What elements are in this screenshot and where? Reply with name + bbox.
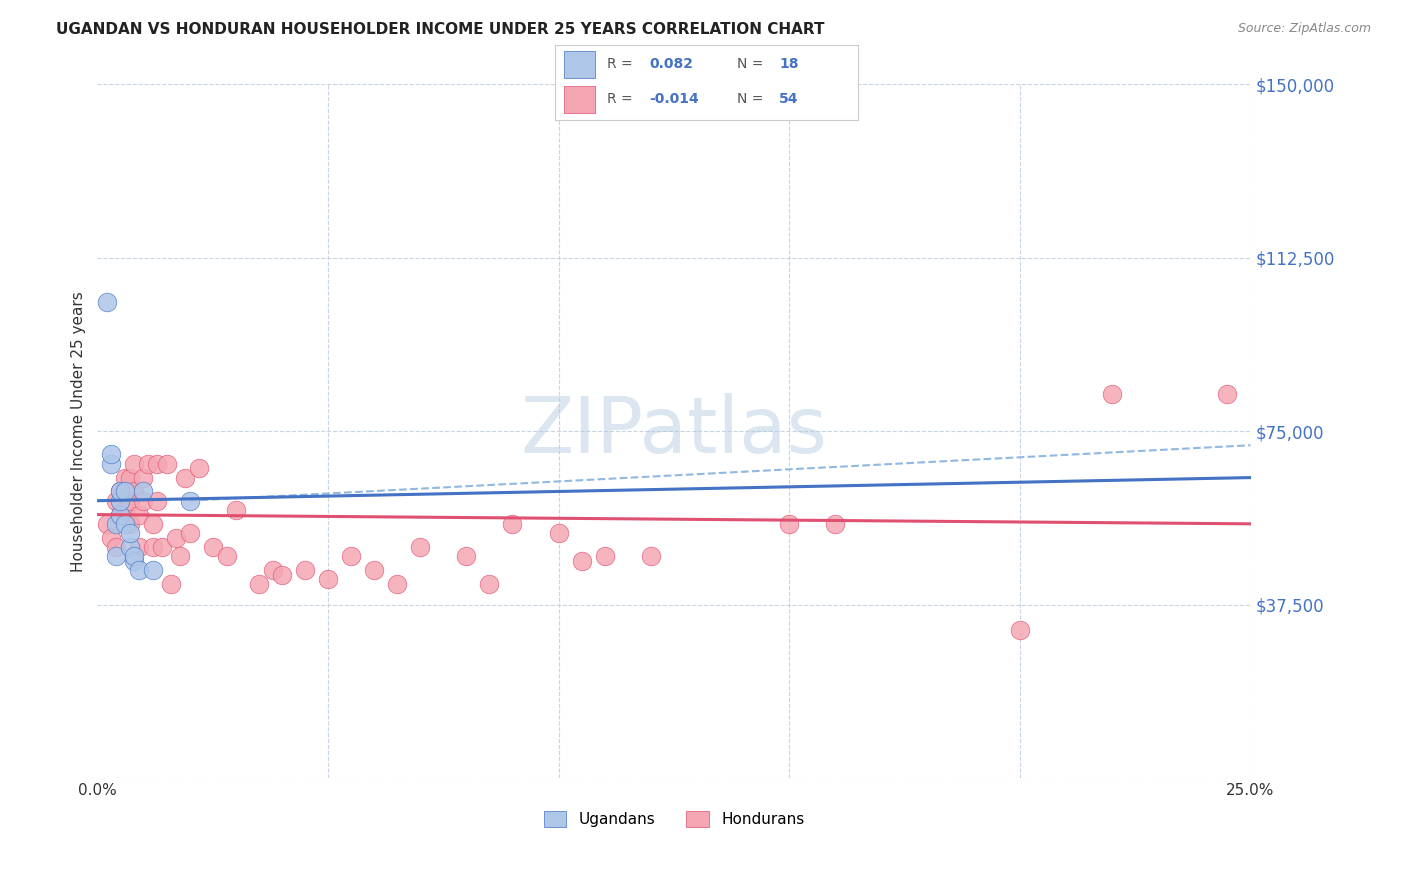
Text: Source: ZipAtlas.com: Source: ZipAtlas.com	[1237, 22, 1371, 36]
Text: 18: 18	[779, 57, 799, 71]
Point	[142, 563, 165, 577]
Point	[100, 531, 122, 545]
Point	[778, 516, 800, 531]
Point	[110, 493, 132, 508]
FancyBboxPatch shape	[564, 86, 595, 112]
Point	[179, 493, 201, 508]
Point	[160, 577, 183, 591]
Point	[122, 457, 145, 471]
Point	[128, 563, 150, 577]
Point	[128, 540, 150, 554]
Point	[142, 516, 165, 531]
Point	[118, 526, 141, 541]
Text: R =: R =	[607, 92, 637, 106]
Point	[104, 549, 127, 564]
Point	[363, 563, 385, 577]
Point	[169, 549, 191, 564]
Point	[114, 484, 136, 499]
Point	[122, 484, 145, 499]
Point	[146, 493, 169, 508]
Point	[96, 294, 118, 309]
Point	[502, 516, 524, 531]
Text: N =: N =	[737, 92, 768, 106]
Point	[132, 470, 155, 484]
Point	[132, 484, 155, 499]
Legend: Ugandans, Hondurans: Ugandans, Hondurans	[537, 805, 810, 833]
Point	[118, 493, 141, 508]
Text: N =: N =	[737, 57, 768, 71]
Point	[96, 516, 118, 531]
Text: 0.082: 0.082	[650, 57, 693, 71]
Point	[122, 554, 145, 568]
Point	[155, 457, 177, 471]
Point	[136, 457, 159, 471]
Point	[593, 549, 616, 564]
Point	[150, 540, 173, 554]
Point	[225, 503, 247, 517]
Point	[179, 526, 201, 541]
Point	[187, 461, 209, 475]
Point	[174, 470, 197, 484]
Point	[294, 563, 316, 577]
Y-axis label: Householder Income Under 25 years: Householder Income Under 25 years	[72, 291, 86, 572]
Point	[165, 531, 187, 545]
Point	[456, 549, 478, 564]
Point	[114, 503, 136, 517]
Point	[478, 577, 501, 591]
Point	[114, 470, 136, 484]
Point	[1216, 387, 1239, 401]
Point	[104, 516, 127, 531]
Point	[122, 549, 145, 564]
Point	[215, 549, 238, 564]
Point	[146, 457, 169, 471]
Text: 54: 54	[779, 92, 799, 106]
Text: UGANDAN VS HONDURAN HOUSEHOLDER INCOME UNDER 25 YEARS CORRELATION CHART: UGANDAN VS HONDURAN HOUSEHOLDER INCOME U…	[56, 22, 825, 37]
Point	[409, 540, 432, 554]
Point	[100, 457, 122, 471]
Point	[128, 508, 150, 522]
Point	[340, 549, 363, 564]
Point	[118, 516, 141, 531]
Point	[316, 572, 339, 586]
Point	[1008, 624, 1031, 638]
Point	[385, 577, 408, 591]
Point	[270, 567, 292, 582]
Point	[104, 493, 127, 508]
Point	[1101, 387, 1123, 401]
Point	[118, 470, 141, 484]
Point	[571, 554, 593, 568]
Point	[110, 508, 132, 522]
Point	[262, 563, 284, 577]
Point	[110, 508, 132, 522]
Point	[547, 526, 569, 541]
Point	[247, 577, 270, 591]
Text: R =: R =	[607, 57, 637, 71]
Point	[100, 447, 122, 461]
Point	[824, 516, 846, 531]
Point	[118, 540, 141, 554]
Text: -0.014: -0.014	[650, 92, 699, 106]
Point	[640, 549, 662, 564]
Point	[110, 484, 132, 499]
FancyBboxPatch shape	[564, 51, 595, 78]
Point	[201, 540, 224, 554]
Point	[142, 540, 165, 554]
Point	[104, 540, 127, 554]
Point	[110, 484, 132, 499]
Point	[114, 516, 136, 531]
Text: ZIPatlas: ZIPatlas	[520, 393, 828, 469]
Point	[132, 493, 155, 508]
